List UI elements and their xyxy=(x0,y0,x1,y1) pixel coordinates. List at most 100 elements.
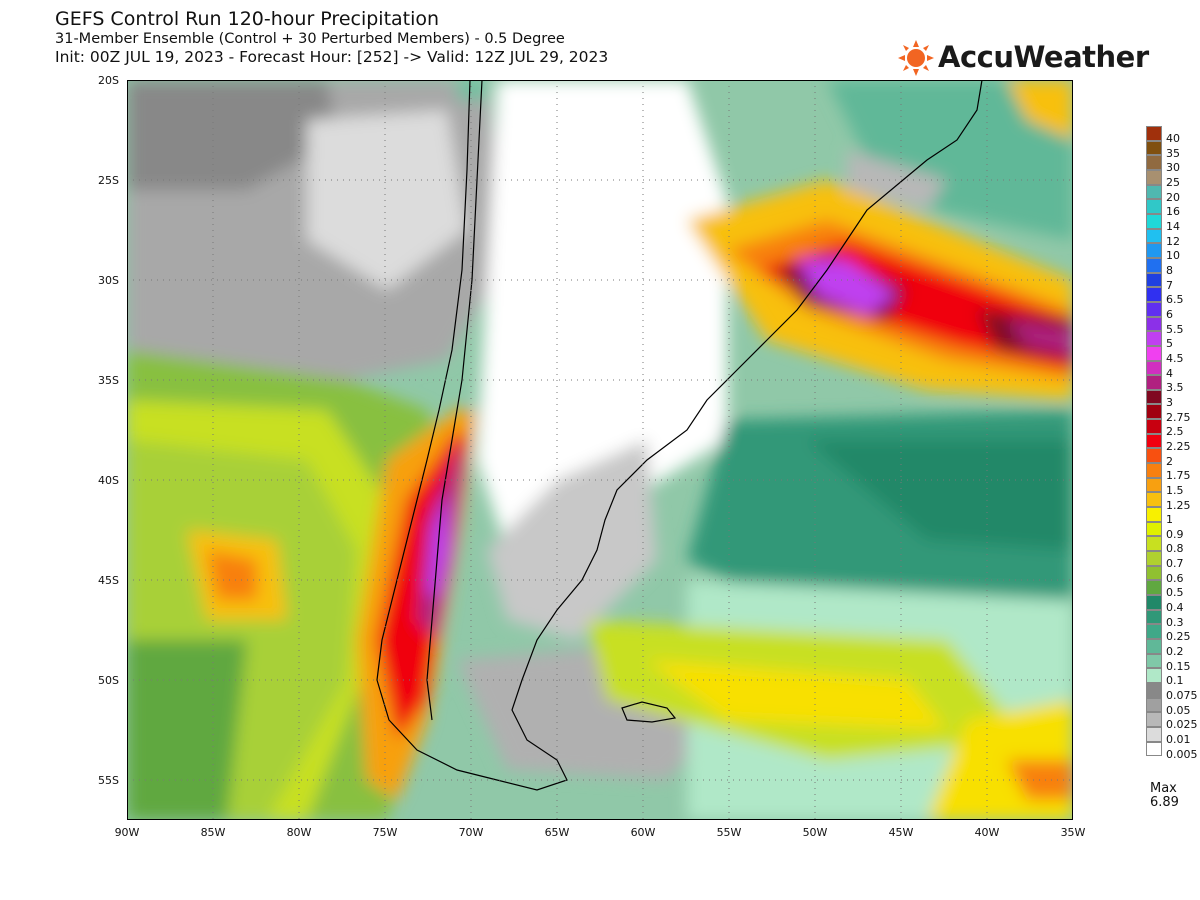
colorbar-swatch xyxy=(1146,140,1162,156)
init-valid-line: Init: 00Z JUL 19, 2023 - Forecast Hour: … xyxy=(55,48,609,67)
colorbar-swatch xyxy=(1146,741,1162,757)
colorbar-swatch xyxy=(1146,272,1162,288)
colorbar-level-label: 0.005 xyxy=(1166,747,1198,761)
coastlines xyxy=(376,80,983,791)
lon-label: 75W xyxy=(372,826,398,839)
lat-label: 45S xyxy=(98,574,119,587)
colorbar xyxy=(1146,126,1162,757)
colorbar-level-label: 6.5 xyxy=(1166,293,1184,307)
colorbar-swatch xyxy=(1146,609,1162,625)
max-label: Max xyxy=(1150,781,1177,796)
colorbar-swatch xyxy=(1146,682,1162,698)
colorbar-level-label: 40 xyxy=(1166,132,1180,145)
andes-border xyxy=(426,80,483,721)
lat-label: 25S xyxy=(98,174,119,187)
colorbar-level-label: 4 xyxy=(1166,366,1173,380)
colorbar-swatch xyxy=(1146,653,1162,669)
colorbar-swatch xyxy=(1146,521,1162,537)
colorbar-level-label: 4.5 xyxy=(1166,351,1184,365)
lat-label: 50S xyxy=(98,674,119,687)
lon-label: 90W xyxy=(114,826,140,839)
south-america-outline xyxy=(376,80,983,791)
colorbar-level-label: 16 xyxy=(1166,205,1180,219)
lon-label: 65W xyxy=(544,826,570,839)
colorbar-swatch xyxy=(1146,419,1162,434)
lon-label: 50W xyxy=(802,826,828,839)
colorbar-swatch xyxy=(1146,565,1162,581)
colorbar-swatch xyxy=(1146,536,1162,552)
colorbar-swatch xyxy=(1146,345,1162,361)
colorbar-level-label: 2.5 xyxy=(1166,425,1184,439)
colorbar-swatch xyxy=(1146,257,1162,273)
chart-subtitle: 31-Member Ensemble (Control + 30 Perturb… xyxy=(55,30,565,47)
colorbar-swatch xyxy=(1146,492,1162,508)
colorbar-swatch xyxy=(1146,213,1162,229)
colorbar-level-label: 0.2 xyxy=(1166,645,1184,659)
chart-title: GEFS Control Run 120-hour Precipitation xyxy=(55,8,440,30)
colorbar-swatch xyxy=(1146,726,1162,742)
lat-label: 40S xyxy=(98,474,119,487)
colorbar-level-label: 5.5 xyxy=(1166,322,1184,336)
accuweather-logo: AccuWeather xyxy=(898,38,1149,78)
lat-label: 55S xyxy=(98,774,119,787)
lon-label: 60W xyxy=(630,826,656,839)
colorbar-level-label: 0.1 xyxy=(1166,674,1184,688)
max-value: 6.89 xyxy=(1150,794,1179,810)
colorbar-swatch xyxy=(1146,126,1162,141)
colorbar-swatch xyxy=(1146,712,1162,727)
colorbar-swatch xyxy=(1146,404,1162,420)
colorbar-level-label: 0.075 xyxy=(1166,689,1198,703)
precip-field xyxy=(127,80,1073,820)
colorbar-swatch xyxy=(1146,243,1162,258)
colorbar-swatch xyxy=(1146,697,1162,713)
lat-label: 20S xyxy=(98,74,119,87)
colorbar-level-label: 0.05 xyxy=(1166,703,1191,717)
colorbar-level-label: 1.5 xyxy=(1166,483,1184,497)
chart-header: GEFS Control Run 120-hour Precipitation … xyxy=(55,8,608,67)
colorbar-level-label: 0.9 xyxy=(1166,527,1184,541)
colorbar-level-label: 35 xyxy=(1166,146,1180,160)
colorbar-level-label: 2 xyxy=(1166,454,1173,468)
precip-map xyxy=(127,80,1073,820)
lat-label: 35S xyxy=(98,374,119,387)
colorbar-swatch xyxy=(1146,199,1162,214)
colorbar-swatch xyxy=(1146,184,1162,200)
colorbar-level-label: 0.8 xyxy=(1166,542,1184,556)
colorbar-level-label: 0.3 xyxy=(1166,615,1184,629)
colorbar-swatch xyxy=(1146,551,1162,566)
colorbar-swatch xyxy=(1146,301,1162,317)
colorbar-swatch xyxy=(1146,448,1162,464)
colorbar-swatch xyxy=(1146,375,1162,390)
colorbar-level-label: 1.25 xyxy=(1166,498,1191,512)
colorbar-swatch xyxy=(1146,433,1162,449)
colorbar-level-label: 7 xyxy=(1166,278,1173,292)
colorbar-level-label: 3.5 xyxy=(1166,381,1184,395)
colorbar-level-label: 6 xyxy=(1166,307,1173,321)
colorbar-level-label: 3 xyxy=(1166,395,1173,409)
colorbar-swatch xyxy=(1146,316,1162,332)
colorbar-swatch xyxy=(1146,624,1162,639)
colorbar-level-label: 0.01 xyxy=(1166,733,1191,747)
lon-label: 80W xyxy=(286,826,312,839)
colorbar-level-label: 0.4 xyxy=(1166,601,1184,615)
colorbar-level-label: 0.5 xyxy=(1166,586,1184,600)
colorbar-level-label: 5 xyxy=(1166,337,1173,351)
lon-label: 85W xyxy=(200,826,226,839)
lat-label: 30S xyxy=(98,274,119,287)
colorbar-level-label: 25 xyxy=(1166,175,1180,189)
colorbar-swatch xyxy=(1146,331,1162,346)
colorbar-level-label: 1.75 xyxy=(1166,469,1191,483)
colorbar-swatch xyxy=(1146,668,1162,683)
colorbar-swatch xyxy=(1146,155,1162,170)
colorbar-level-label: 0.7 xyxy=(1166,557,1184,571)
colorbar-swatch xyxy=(1146,507,1162,522)
colorbar-level-label: 0.15 xyxy=(1166,659,1191,673)
colorbar-swatch xyxy=(1146,389,1162,405)
colorbar-level-label: 30 xyxy=(1166,161,1180,175)
max-value-box: Max 6.89 xyxy=(1150,782,1179,809)
colorbar-level-label: 2.75 xyxy=(1166,410,1191,424)
colorbar-level-label: 12 xyxy=(1166,234,1180,248)
colorbar-level-label: 14 xyxy=(1166,219,1180,233)
colorbar-level-label: 0.025 xyxy=(1166,718,1198,732)
colorbar-level-label: 2.25 xyxy=(1166,439,1191,453)
